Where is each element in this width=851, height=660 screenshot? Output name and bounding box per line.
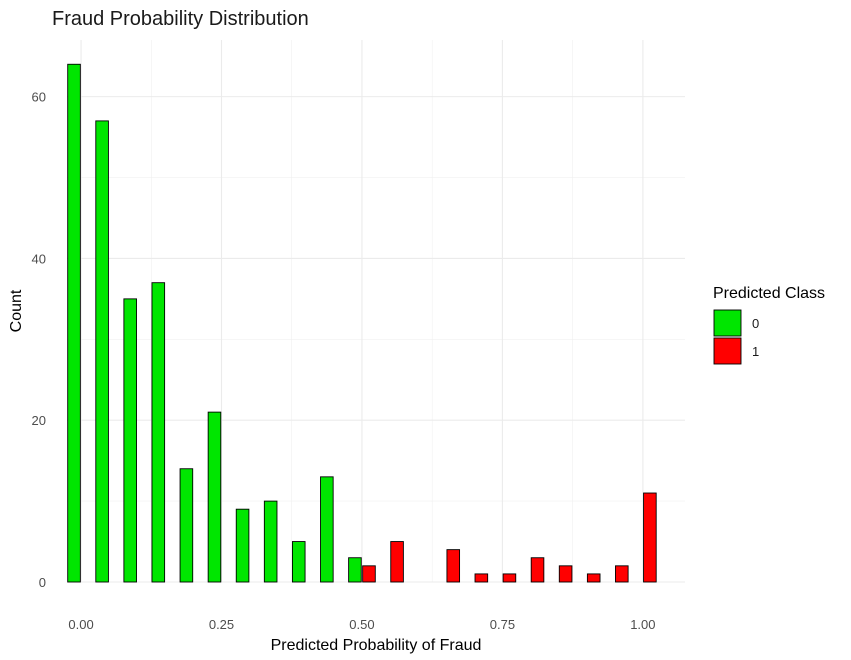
bar-class-1 — [558, 565, 573, 583]
bar-class-1 — [390, 541, 404, 583]
bar-class-0 — [263, 500, 278, 583]
chart-title: Fraud Probability Distribution — [52, 8, 309, 30]
x-tick-label: 0.75 — [490, 617, 515, 632]
legend-title: Predicted Class — [713, 285, 825, 302]
y-axis-title: Count — [8, 289, 25, 332]
bar-class-0 — [235, 508, 250, 583]
y-tick-label: 20 — [32, 413, 46, 428]
legend-key-0 — [713, 309, 742, 337]
legend-key-1 — [713, 337, 742, 365]
bar-class-1 — [446, 549, 461, 583]
y-tick-label: 60 — [32, 90, 46, 105]
bar-class-1 — [586, 573, 601, 583]
bar-class-1 — [530, 557, 545, 583]
bar-class-0 — [179, 468, 194, 583]
x-tick-label: 1.00 — [630, 617, 655, 632]
bar-class-1 — [615, 565, 629, 583]
bar-class-0 — [67, 63, 81, 583]
bar-class-0 — [291, 541, 306, 583]
bar-class-0 — [348, 557, 362, 583]
x-axis-title: Predicted Probability of Fraud — [271, 637, 482, 654]
y-tick-label: 0 — [39, 575, 46, 590]
bar-class-0 — [151, 282, 166, 583]
legend: Predicted Class 0 1 — [713, 285, 825, 365]
grid-layer — [67, 40, 685, 583]
bar-class-1 — [643, 492, 657, 583]
bar-class-0 — [123, 298, 137, 583]
tick-layer: 0.00 0.25 0.50 0.75 1.00 0 20 40 60 — [32, 90, 656, 632]
bar-class-0 — [95, 120, 109, 583]
bar-class-0 — [207, 411, 222, 583]
bar-class-0 — [320, 476, 334, 583]
legend-label-0: 0 — [752, 316, 759, 331]
x-tick-label: 0.25 — [209, 617, 234, 632]
bar-class-1 — [362, 565, 376, 583]
y-tick-label: 40 — [32, 251, 46, 266]
x-tick-label: 0.50 — [349, 617, 374, 632]
bar-layer — [67, 63, 657, 583]
bar-class-1 — [502, 573, 517, 583]
x-tick-label: 0.00 — [68, 617, 93, 632]
legend-label-1: 1 — [752, 344, 759, 359]
bar-class-1 — [474, 573, 489, 583]
